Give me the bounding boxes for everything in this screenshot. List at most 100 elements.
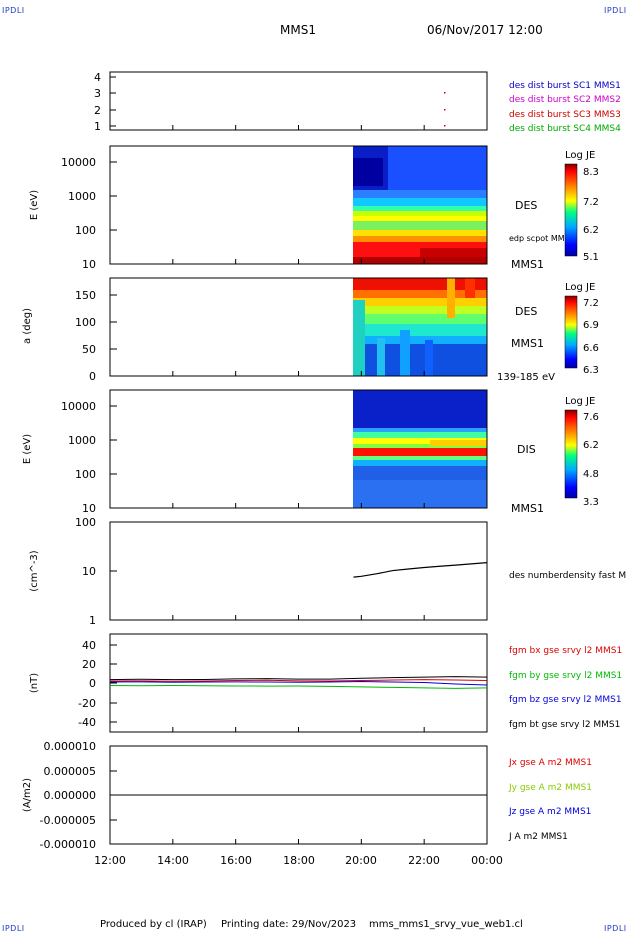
footer-filename: mms_mms1_srvy_vue_web1.cl	[369, 919, 523, 930]
dis-energy-ytick-100: 100	[75, 468, 96, 481]
density-ytick-1: 1	[89, 614, 96, 627]
burst-legend-sc3: des dist burst SC3 MMS3	[509, 110, 621, 120]
burst-point-2	[444, 109, 446, 111]
current-ytick-neg10: -0.000010	[40, 838, 96, 851]
dis-energy-cbar-tick-1: 7.6	[583, 412, 599, 423]
current-legend-jz: Jz gse A m2 MMS1	[508, 807, 591, 817]
burst-legend-sc4: des dist burst SC4 MMS4	[509, 124, 621, 134]
panel-burst: 4 3 2 1 des dist burst SC1 MMS1 des dist…	[94, 71, 621, 134]
des-energy-colorbar: Log JE 8.3 7.2 6.2 5.1	[564, 150, 599, 263]
time-tick-1800: 18:00	[283, 854, 315, 867]
dis-energy-ylabel: E (eV)	[22, 434, 33, 464]
density-ylabel: (cm^-3)	[29, 550, 40, 591]
current-legend-jx: Jx gse A m2 MMS1	[508, 758, 592, 768]
fgm-ytick-0: 0	[89, 677, 96, 690]
burst-point-3	[444, 125, 446, 127]
burst-legend-sc1: des dist burst SC1 MMS1	[509, 81, 621, 91]
des-pitch-ylabel: a (deg)	[22, 308, 33, 344]
fgm-ylabel: (nT)	[29, 673, 40, 693]
des-energy-ytick-100: 100	[75, 224, 96, 237]
time-tick-2000: 20:00	[345, 854, 377, 867]
des-pitch-cbar-tick-2: 6.9	[583, 320, 599, 331]
density-frame	[109, 521, 488, 621]
des-energy-colorbar-title: Log JE	[565, 150, 595, 161]
des-energy-ytick-1000: 1000	[68, 190, 96, 203]
dis-energy-cbar-tick-3: 4.8	[583, 469, 599, 480]
fgm-legend-bx: fgm bx gse srvy l2 MMS1	[509, 646, 622, 656]
fgm-ytick-40: 40	[82, 639, 96, 652]
panel-dis-energy: E (eV) 10000 1000 100 10 DIS MMS1 Log JE…	[22, 389, 599, 515]
des-pitch-label-des: DES	[515, 305, 537, 318]
density-series-line	[353, 562, 488, 578]
time-tick-2200: 22:00	[408, 854, 440, 867]
density-legend: des numberdensity fast M	[509, 571, 626, 581]
datetime-title: 06/Nov/2017 12:00	[427, 23, 543, 37]
current-legend-j: J A m2 MMS1	[508, 832, 568, 842]
footer-printing-date: Printing date: 29/Nov/2023	[221, 919, 357, 930]
dis-energy-cbar-tick-4: 3.3	[583, 497, 599, 508]
current-ytick-neg5: -0.000005	[40, 814, 96, 827]
dis-energy-cbar-tick-2: 6.2	[583, 440, 599, 451]
des-pitch-spectrogram	[353, 278, 487, 376]
des-pitch-label-energy: 139-185 eV	[497, 372, 555, 383]
current-ytick-pos10: 0.000010	[44, 740, 97, 753]
dis-energy-label-dis: DIS	[517, 443, 536, 456]
des-energy-ytick-10: 10	[82, 258, 96, 271]
fgm-legend-bt: fgm bt gse srvy l2 MMS1	[509, 720, 620, 730]
burst-ytick-2: 2	[94, 104, 101, 117]
des-energy-cbar-tick-3: 6.2	[583, 225, 599, 236]
fgm-bz-line	[109, 681, 488, 686]
des-energy-spectrogram	[353, 146, 487, 264]
fgm-legend-by: fgm by gse srvy l2 MMS1	[509, 671, 622, 681]
des-pitch-ytick-100: 100	[75, 316, 96, 329]
current-legend-jy: Jy gse A m2 MMS1	[508, 783, 592, 793]
panel-burst-yaxis: 4 3 2 1	[94, 71, 116, 133]
burst-ytick-3: 3	[94, 87, 101, 100]
des-energy-label-mms1: MMS1	[511, 258, 544, 271]
dis-energy-colorbar-title: Log JE	[565, 396, 595, 407]
burst-legend-sc2: des dist burst SC2 MMS2	[509, 95, 621, 105]
des-energy-label-scpot: edp scpot MMS1	[509, 234, 575, 243]
dis-energy-ytick-10000: 10000	[61, 400, 96, 413]
burst-ytick-4: 4	[94, 71, 101, 84]
corner-label-bottom-right: IPDLI	[604, 924, 627, 933]
des-energy-ytick-10000: 10000	[61, 156, 96, 169]
dis-energy-spectrogram	[353, 390, 487, 508]
fgm-bt-line	[109, 676, 488, 681]
des-energy-cbar-tick-4: 5.1	[583, 252, 599, 263]
current-ylabel: (A/m2)	[22, 778, 33, 812]
footer-produced-by: Produced by cl (IRAP)	[100, 919, 207, 930]
des-pitch-ytick-150: 150	[75, 289, 96, 302]
time-axis: 12:00 14:00 16:00 18:00 20:00 22:00 00:0…	[94, 854, 503, 867]
des-pitch-cbar-tick-1: 7.2	[583, 298, 599, 309]
current-ytick-pos5: 0.000005	[44, 765, 97, 778]
density-ytick-10: 10	[82, 565, 96, 578]
mission-title: MMS1	[280, 23, 316, 37]
dis-energy-colorbar: Log JE 7.6 6.2 4.8 3.3	[564, 396, 599, 508]
fgm-ytick-neg40: -40	[78, 716, 96, 729]
fgm-bx-line	[109, 679, 488, 682]
fgm-by-line	[109, 684, 488, 689]
des-pitch-ytick-0: 0	[89, 370, 96, 383]
panel-fgm: (nT) 40 20 0 -20 -40 fgm bx gse srvy l2 …	[29, 633, 622, 733]
panel-des-pitch: a (deg) 150 100 50 0 DES MMS1 139-185 eV…	[22, 277, 599, 383]
burst-ytick-1: 1	[94, 120, 101, 133]
panel-burst-frame	[109, 71, 488, 131]
burst-point-1	[444, 92, 446, 94]
panel-density: (cm^-3) 100 10 1 des numberdensity fast …	[29, 516, 626, 627]
des-pitch-cbar-tick-3: 6.6	[583, 343, 599, 354]
des-pitch-colorbar-title: Log JE	[565, 282, 595, 293]
dis-energy-label-mms1: MMS1	[511, 502, 544, 515]
corner-label-bottom-left: IPDLI	[2, 924, 25, 933]
des-energy-ylabel: E (eV)	[29, 190, 40, 220]
time-tick-1400: 14:00	[157, 854, 189, 867]
time-tick-1200: 12:00	[94, 854, 126, 867]
des-energy-cbar-tick-2: 7.2	[583, 197, 599, 208]
density-ytick-100: 100	[75, 516, 96, 529]
fgm-legend-bz: fgm bz gse srvy l2 MMS1	[509, 695, 622, 705]
fgm-ytick-20: 20	[82, 658, 96, 671]
corner-label-top-right: IPDLI	[604, 6, 627, 15]
panel-des-energy: E (eV) 10000 1000 100 10 DES edp scpot M…	[29, 145, 599, 271]
time-tick-1600: 16:00	[220, 854, 252, 867]
